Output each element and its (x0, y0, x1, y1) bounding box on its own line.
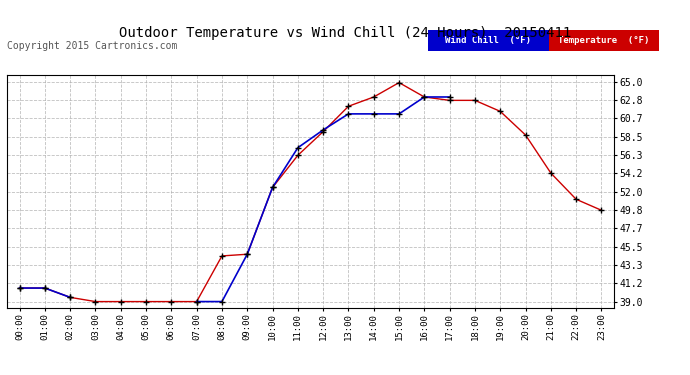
Text: Temperature  (°F): Temperature (°F) (558, 36, 649, 45)
Text: Copyright 2015 Cartronics.com: Copyright 2015 Cartronics.com (7, 41, 177, 51)
Text: Outdoor Temperature vs Wind Chill (24 Hours)  20150411: Outdoor Temperature vs Wind Chill (24 Ho… (119, 26, 571, 40)
Text: Wind Chill  (°F): Wind Chill (°F) (445, 36, 531, 45)
